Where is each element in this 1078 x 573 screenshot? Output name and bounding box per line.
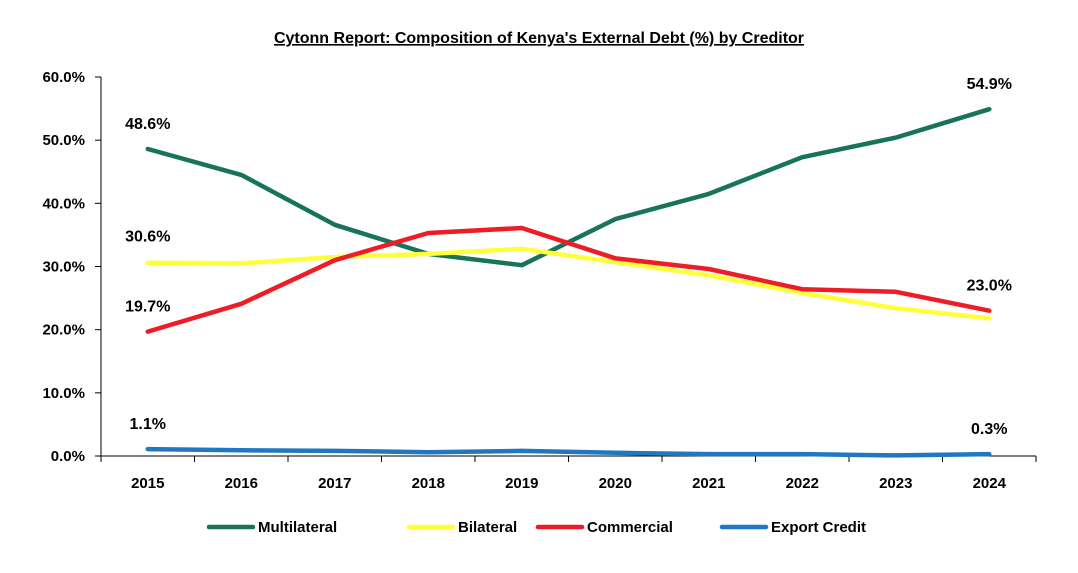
x-tick-label: 2015 — [131, 475, 164, 492]
data-label: 23.0% — [967, 278, 1012, 295]
x-tick-label: 2018 — [412, 475, 445, 492]
x-tick-label: 2019 — [505, 475, 538, 492]
data-label: 30.6% — [125, 229, 170, 246]
series-lines — [145, 106, 992, 458]
y-tick-label: 20.0% — [42, 322, 85, 339]
y-tick-label: 10.0% — [42, 385, 85, 402]
legend-label: Export Credit — [771, 519, 866, 536]
series-line-bilateral — [145, 246, 992, 321]
y-tick-label: 30.0% — [42, 259, 85, 276]
legend-label: Commercial — [587, 519, 673, 536]
x-tick-label: 2020 — [599, 475, 632, 492]
series-line-export-credit — [145, 446, 992, 458]
y-tick-label: 60.0% — [42, 69, 85, 86]
legend-label: Multilateral — [258, 519, 337, 536]
data-label: 1.1% — [130, 416, 166, 433]
y-tick-label: 0.0% — [51, 448, 85, 465]
data-label: 19.7% — [125, 299, 170, 316]
x-tick-label: 2022 — [786, 475, 819, 492]
y-tick-label: 50.0% — [42, 132, 85, 149]
x-tick-label: 2016 — [225, 475, 258, 492]
data-label: 48.6% — [125, 116, 170, 133]
legend-label: Bilateral — [458, 519, 517, 536]
data-label: 0.3% — [971, 421, 1007, 438]
x-tick-label: 2024 — [973, 475, 1007, 492]
x-tick-label: 2023 — [879, 475, 912, 492]
x-tick-label: 2021 — [692, 475, 725, 492]
x-tick-label: 2017 — [318, 475, 351, 492]
series-line-commercial — [145, 225, 992, 334]
data-labels: 48.6% 54.9% 30.6% 19.7% 23.0% 1.1% 0.3% — [125, 76, 1012, 438]
chart-title: Cytonn Report: Composition of Kenya's Ex… — [274, 30, 804, 47]
y-tick-label: 40.0% — [42, 195, 85, 212]
legend: Multilateral Bilateral Commercial Export Cr… — [206, 519, 866, 536]
data-label: 54.9% — [967, 76, 1012, 93]
axes: 0.0% 10.0% 20.0% 30.0% 40.0% 50.0% 60.0% 2015 20… — [42, 69, 1037, 492]
